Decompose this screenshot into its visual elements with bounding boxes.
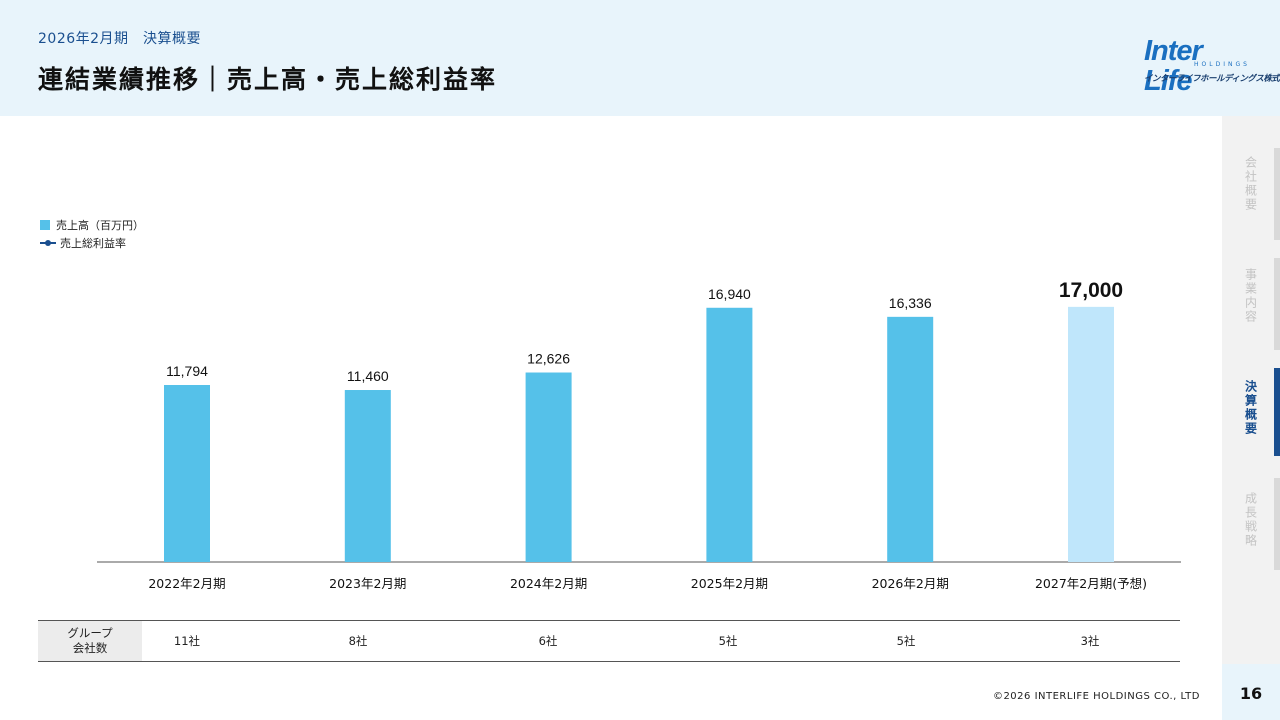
nav-item-business[interactable]: 事業内容 <box>1222 268 1280 348</box>
x-tick-label: 2026年2月期 <box>872 576 949 591</box>
nav-item-label: 会社概要 <box>1243 156 1258 212</box>
group-count-cell: 11社 <box>173 634 201 648</box>
group-count-cell: 3社 <box>1080 634 1100 648</box>
x-tick-label: 2023年2月期 <box>329 576 406 591</box>
logo-holdings: HOLDINGS <box>1194 61 1250 68</box>
x-tick-label: 2024年2月期 <box>510 576 587 591</box>
page-number-box: 16 <box>1222 664 1280 720</box>
nav-indicator-active <box>1274 368 1280 456</box>
page-number: 16 <box>1239 684 1263 703</box>
section-nav: 会社概要 事業内容 決算概要 成長戦略 <box>1222 116 1280 664</box>
x-tick-label: 2022年2月期 <box>148 576 225 591</box>
legend-sales-label: 売上高（百万円） <box>56 219 144 232</box>
nav-item-label: 事業内容 <box>1243 268 1258 324</box>
sales-bar <box>1068 306 1114 562</box>
sales-bar <box>887 316 934 562</box>
group-company-table: グループ 会社数 11社 8社 6社 5社 5社 3社 <box>38 620 1180 662</box>
nav-item-results[interactable]: 決算概要 <box>1222 380 1280 460</box>
sales-bar <box>164 385 210 562</box>
group-count-cell: 5社 <box>718 634 738 648</box>
legend-line-swatch <box>40 238 56 248</box>
group-count-cell: 8社 <box>348 634 368 648</box>
sales-value-label: 11,794 <box>166 363 208 379</box>
sales-value-label: 17,000 <box>1059 279 1123 302</box>
group-count-cell: 6社 <box>538 634 558 648</box>
nav-item-label: 決算概要 <box>1243 380 1258 436</box>
sales-value-label: 11,460 <box>347 368 389 384</box>
sales-value-label: 16,336 <box>889 295 932 311</box>
x-tick-label: 2027年2月期(予想) <box>1035 576 1147 591</box>
legend-margin-label: 売上総利益率 <box>60 237 126 250</box>
sales-value-label: 16,940 <box>708 286 751 302</box>
logo-wordmark: Inter Life <box>1144 35 1203 97</box>
nav-indicator <box>1274 258 1280 350</box>
sales-margin-chart: 11,794 2022年2月期 11,460 2023年2月期 12,626 2024年2… <box>97 279 1181 591</box>
chart-legend: 売上高（百万円） 売上総利益率 <box>40 216 144 252</box>
header-band: 2026年2月期 決算概要 連結業績推移｜売上高・売上総利益率 Inter Li… <box>0 0 1280 116</box>
section-subtitle: 2026年2月期 決算概要 <box>38 31 202 47</box>
legend-item-margin: 売上総利益率 <box>40 234 144 252</box>
sales-bar <box>344 390 391 562</box>
copyright: ©2026 INTERLIFE HOLDINGS CO., LTD <box>992 691 1200 702</box>
nav-item-strategy[interactable]: 成長戦略 <box>1222 492 1280 572</box>
nav-item-label: 成長戦略 <box>1243 492 1258 548</box>
nav-indicator <box>1274 148 1280 240</box>
sales-bar <box>525 372 572 562</box>
legend-bar-swatch <box>40 220 50 230</box>
nav-indicator <box>1274 478 1280 570</box>
nav-item-company[interactable]: 会社概要 <box>1222 156 1280 236</box>
x-tick-label: 2025年2月期 <box>691 576 768 591</box>
legend-item-sales: 売上高（百万円） <box>40 216 144 234</box>
group-count-cell: 5社 <box>896 634 916 648</box>
group-table-header: グループ 会社数 <box>38 621 142 661</box>
sales-value-label: 12,626 <box>527 351 570 367</box>
sales-bar <box>706 307 753 562</box>
page-title: 連結業績推移｜売上高・売上総利益率 <box>38 65 498 94</box>
